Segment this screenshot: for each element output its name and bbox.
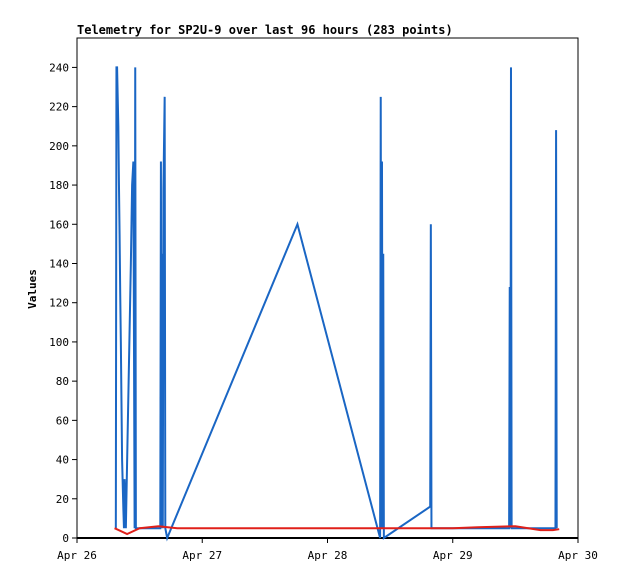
y-tick-label: 40 xyxy=(56,454,69,467)
y-tick-label: 100 xyxy=(49,336,69,349)
x-tick-label: Apr 29 xyxy=(433,549,473,562)
x-tick-label: Apr 27 xyxy=(182,549,222,562)
plot-frame xyxy=(76,37,579,539)
x-tick-label: Apr 26 xyxy=(57,549,97,562)
y-axis-label: Values xyxy=(26,269,39,309)
x-tick-label: Apr 30 xyxy=(558,549,598,562)
y-tick-label: 240 xyxy=(49,61,69,74)
y-tick-label: 180 xyxy=(49,179,69,192)
y-tick-label: 80 xyxy=(56,375,69,388)
series-line xyxy=(114,66,558,542)
y-tick-label: 20 xyxy=(56,493,69,506)
y-tick-label: 0 xyxy=(62,532,69,545)
x-tick-label: Apr 28 xyxy=(308,549,348,562)
chart-title: Telemetry for SP2U-9 over last 96 hours … xyxy=(77,23,453,37)
y-tick-label: 220 xyxy=(49,101,69,114)
series-line xyxy=(114,525,560,536)
y-tick-label: 160 xyxy=(49,218,69,231)
y-tick-label: 60 xyxy=(56,414,69,427)
y-tick-label: 200 xyxy=(49,140,69,153)
y-tick-label: 140 xyxy=(49,257,69,270)
y-tick-label: 120 xyxy=(49,297,69,310)
